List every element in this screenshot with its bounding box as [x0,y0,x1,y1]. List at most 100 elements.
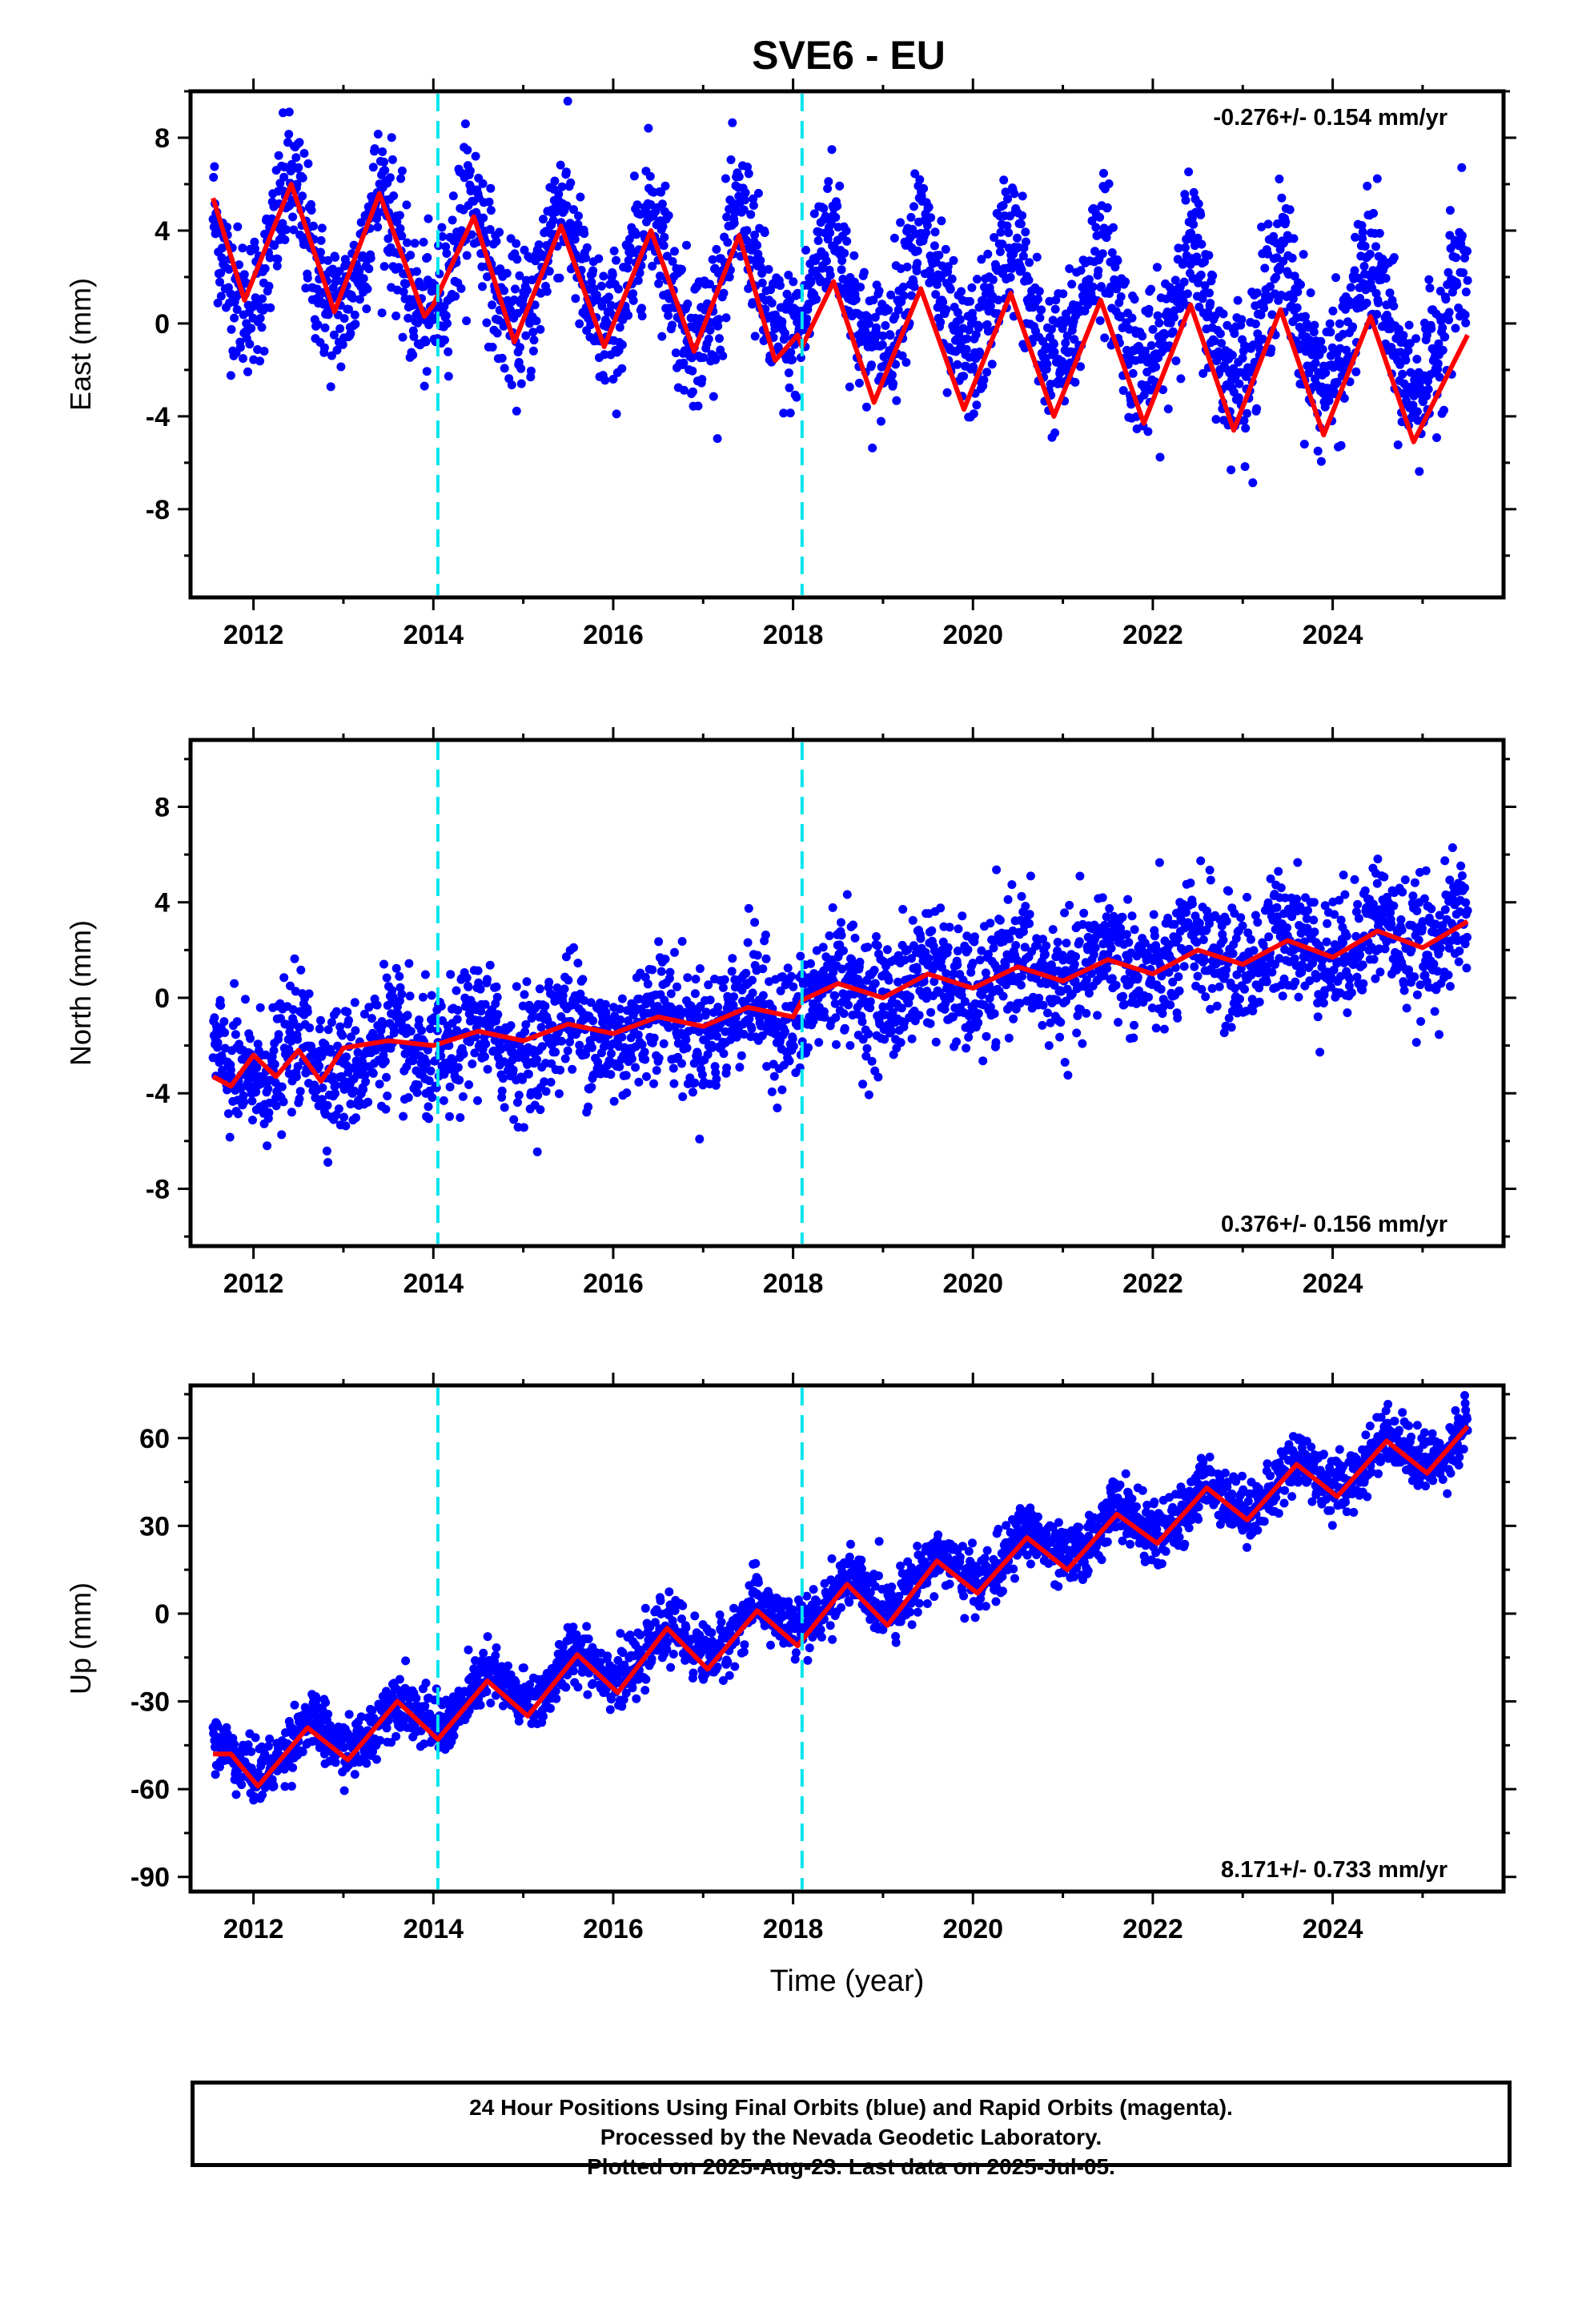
data-point [982,320,992,329]
data-point [1328,306,1338,316]
data-point [1258,334,1267,344]
data-point [1138,332,1147,341]
data-point [1263,898,1273,907]
data-point [295,138,304,147]
data-point [558,991,568,1000]
data-point [286,167,295,176]
data-point [1292,303,1302,312]
data-point [232,305,242,314]
data-point [896,1038,905,1047]
data-point [936,903,946,913]
data-point [219,1017,229,1027]
data-point [809,209,819,219]
data-point [992,865,1002,875]
data-point [701,1007,711,1017]
data-point [235,343,245,352]
data-point [617,364,627,373]
data-point [570,235,580,244]
data-point [614,284,623,294]
data-point [1460,253,1469,263]
data-point [500,286,509,296]
data-point [1280,893,1290,903]
data-point [655,271,665,281]
data-point [785,383,794,392]
data-point [864,1029,873,1039]
data-point [783,963,793,973]
data-point [901,358,911,367]
data-point [1158,385,1168,395]
data-point [845,1041,855,1050]
data-point [955,315,965,324]
data-point [670,947,679,957]
data-point [380,166,390,175]
data-point [957,287,966,296]
data-point [1182,289,1192,299]
data-point [1192,938,1202,947]
data-point [1313,999,1323,1007]
data-point [464,982,473,991]
data-point [396,174,406,183]
data-point [264,281,274,291]
data-point [320,323,330,332]
data-point [654,937,664,947]
data-point [983,249,993,259]
data-point [375,207,383,217]
data-point [1267,967,1277,977]
data-point [1038,935,1047,944]
data-point [1424,275,1434,284]
data-point [1004,228,1014,238]
data-point [1159,1024,1169,1034]
data-point [587,1083,596,1092]
data-point [1271,272,1281,282]
data-point [1441,295,1451,304]
data-point [959,372,969,381]
data-point [1143,427,1153,436]
data-point [644,123,653,133]
data-point [799,979,808,989]
data-point [1372,174,1382,183]
data-point [1144,992,1153,1002]
data-point [479,213,488,223]
data-point [1116,312,1126,321]
data-point [456,283,466,293]
data-point [574,211,583,221]
data-point [967,283,977,292]
data-point [1121,277,1130,287]
data-point [1246,935,1255,944]
data-point [303,1007,312,1017]
data-point [265,1098,275,1108]
data-point [1249,946,1259,955]
data-point [250,237,259,247]
data-point [995,247,1005,256]
data-point [289,225,299,235]
data-point [660,232,669,242]
data-point [476,984,485,994]
data-point [818,943,828,952]
data-point [909,941,918,951]
data-point [776,986,785,995]
data-point [953,960,962,970]
data-point [1200,257,1209,267]
data-point [704,334,713,344]
data-point [273,255,283,263]
data-point [1179,277,1189,287]
data-point [520,245,529,255]
data-point [1331,273,1340,283]
data-point [1123,895,1133,904]
data-point [260,229,270,239]
data-point [1219,1028,1229,1038]
data-point [828,903,837,912]
data-point [637,312,647,321]
data-point [680,385,689,395]
data-point [1197,239,1207,249]
y-tick-label: -4 [146,402,170,432]
data-point [1094,266,1103,275]
data-point [849,920,858,930]
data-point [832,1039,841,1049]
data-point [458,1092,468,1101]
data-point [1459,268,1468,278]
data-point [688,1088,697,1097]
data-point [734,172,744,182]
data-point [983,950,993,959]
data-point [764,264,773,274]
